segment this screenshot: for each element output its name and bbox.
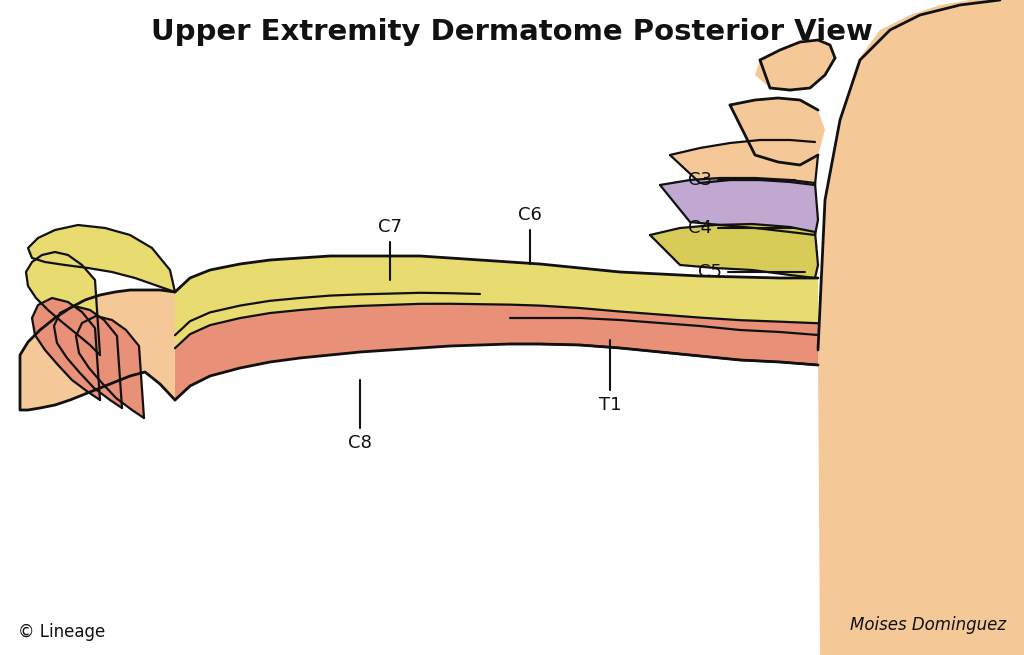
Polygon shape <box>175 256 818 400</box>
Polygon shape <box>818 0 1024 655</box>
Text: Moises Dominguez: Moises Dominguez <box>850 616 1006 634</box>
Polygon shape <box>755 40 835 92</box>
Polygon shape <box>670 140 818 185</box>
Text: C6: C6 <box>518 206 542 224</box>
Text: C3: C3 <box>688 171 712 189</box>
Polygon shape <box>26 252 100 355</box>
Text: © Lineage: © Lineage <box>18 623 105 641</box>
Polygon shape <box>660 178 818 235</box>
Polygon shape <box>175 293 818 400</box>
Polygon shape <box>510 318 818 365</box>
Polygon shape <box>32 298 100 400</box>
Text: C8: C8 <box>348 434 372 452</box>
Polygon shape <box>175 256 818 348</box>
Polygon shape <box>20 290 175 410</box>
Polygon shape <box>28 225 175 292</box>
Text: C7: C7 <box>378 218 402 236</box>
Text: C5: C5 <box>698 263 722 281</box>
Polygon shape <box>650 224 818 278</box>
Polygon shape <box>730 98 825 165</box>
Polygon shape <box>76 316 144 418</box>
Polygon shape <box>54 306 122 408</box>
Text: Upper Extremity Dermatome Posterior View: Upper Extremity Dermatome Posterior View <box>152 18 872 46</box>
Text: C4: C4 <box>688 219 712 237</box>
Text: T1: T1 <box>599 396 622 414</box>
